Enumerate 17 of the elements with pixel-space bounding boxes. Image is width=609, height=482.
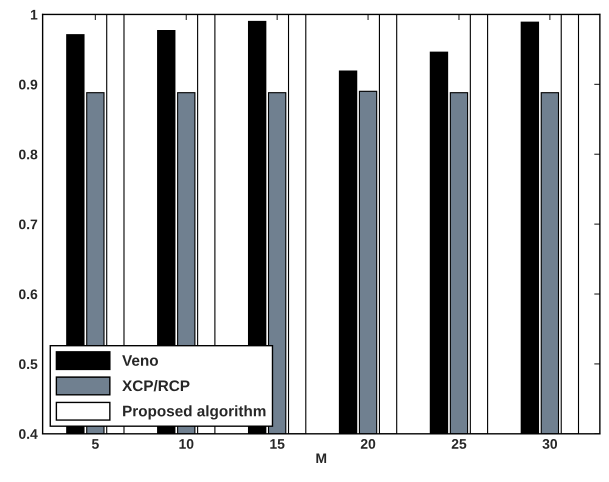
y-tick-label: 0.5 xyxy=(19,359,38,370)
legend-label: Proposed algorithm xyxy=(123,405,266,420)
x-tick-label: 5 xyxy=(92,439,99,449)
x-tick-label: 15 xyxy=(270,439,284,449)
y-tick-label: 0.9 xyxy=(19,80,38,90)
y-tick-label: 0.7 xyxy=(19,219,38,230)
y-tick-label: 0.4 xyxy=(19,429,38,439)
x-tick-label: 25 xyxy=(452,439,466,449)
y-tick-label: 1 xyxy=(30,10,38,20)
x-tick-label: 20 xyxy=(360,439,376,449)
x-tick-label: 10 xyxy=(179,439,194,449)
y-tick-label: 0.6 xyxy=(19,289,38,300)
legend-label: XCP/RCP xyxy=(122,380,190,392)
x-axis-title: M xyxy=(316,454,326,464)
y-tick-label: 0.8 xyxy=(19,150,38,160)
x-tick-label: 30 xyxy=(542,439,558,449)
legend-label: Veno xyxy=(122,355,158,366)
